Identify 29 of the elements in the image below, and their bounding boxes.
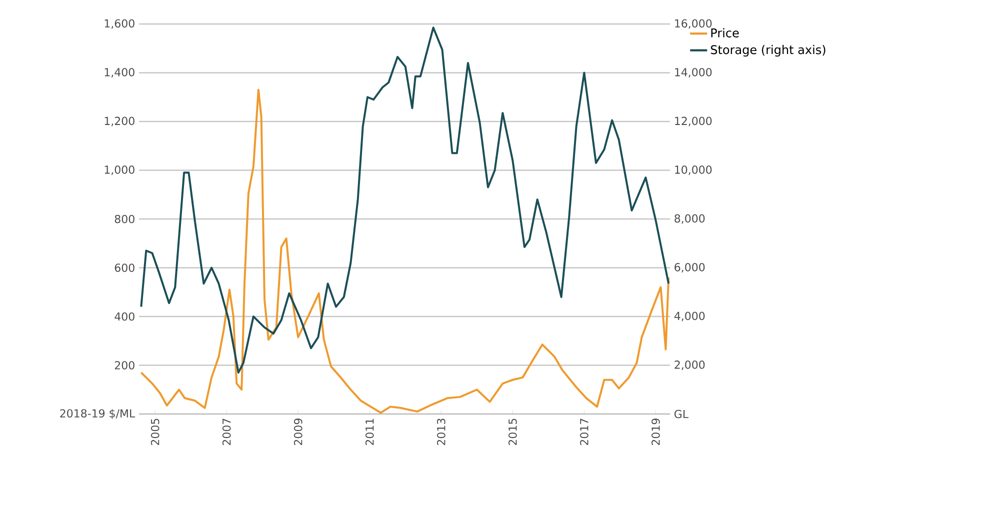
y2-tick-label: 14,000 xyxy=(675,68,712,78)
y-tick-label: 1,600 xyxy=(104,19,134,29)
y2-tick-label: 12,000 xyxy=(675,116,712,126)
y-tick-label: 200 xyxy=(114,361,134,370)
y-tick-label: 600 xyxy=(114,264,134,272)
y-tick-label: 400 xyxy=(114,312,134,321)
y-tick-label: 2018-19 $/ML xyxy=(60,409,136,419)
y-tick-label: 1,200 xyxy=(104,116,134,126)
y2-tick-label: 8,000 xyxy=(674,214,705,224)
legend-label: Storage (right axis) xyxy=(710,44,826,57)
y2-tick-label: 10,000 xyxy=(675,166,712,175)
x-tick-label: 2013 xyxy=(436,418,446,446)
x-tick-label: 2015 xyxy=(508,418,517,446)
y2-tick-label: 6,000 xyxy=(674,263,705,272)
y2-tick-label: 2,000 xyxy=(674,360,705,370)
x-tick-label: 2007 xyxy=(222,418,231,446)
y2-tick-label: GL xyxy=(674,410,688,418)
y2-tick-label: 4,000 xyxy=(674,312,705,322)
x-tick-label: 2019 xyxy=(652,418,660,446)
x-tick-label: 2005 xyxy=(150,418,160,446)
legend-label: Price xyxy=(711,28,739,38)
x-tick-label: 2011 xyxy=(365,418,374,446)
y-tick-label: 1,000 xyxy=(104,166,134,175)
y-tick-label: 1,400 xyxy=(104,68,134,78)
y2-tick-label: 16,000 xyxy=(675,19,712,29)
line-series xyxy=(140,26,670,374)
x-tick-label: 2009 xyxy=(294,418,302,446)
x-tick-label: 2017 xyxy=(580,418,588,446)
y-tick-label: 800 xyxy=(114,214,134,224)
